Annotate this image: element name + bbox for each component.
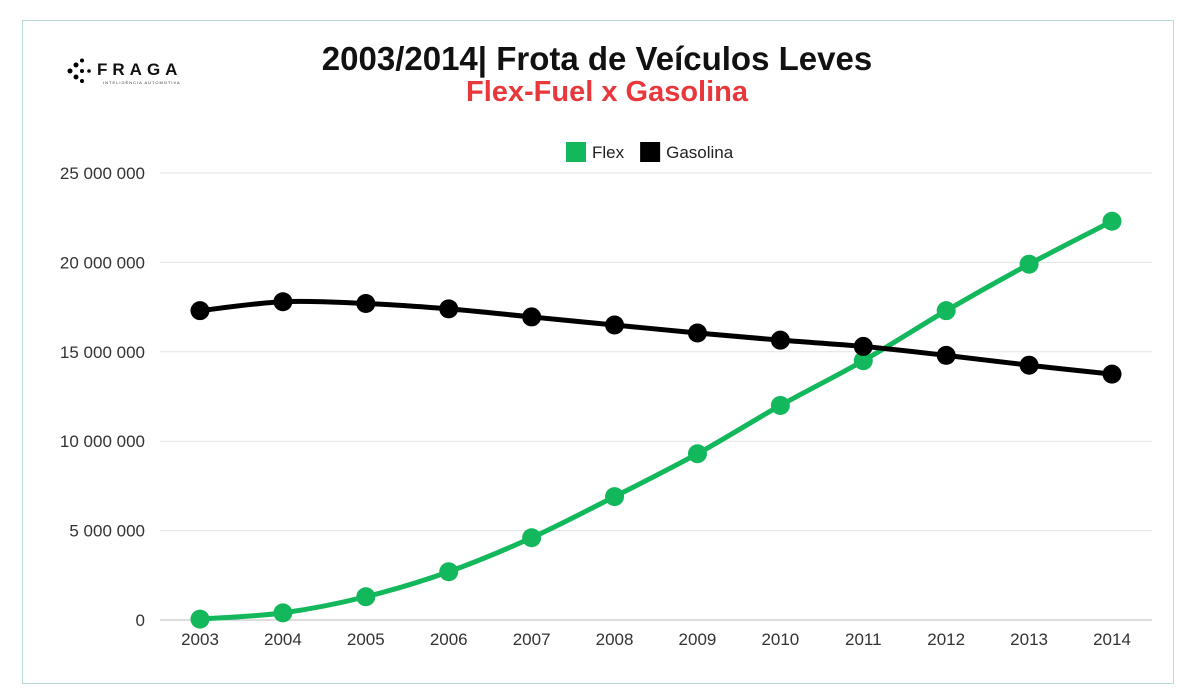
brand-name: FRAGA <box>97 60 183 79</box>
data-point-gasolina <box>273 292 293 312</box>
data-point-flex <box>770 395 790 415</box>
data-point-gasolina <box>439 299 459 319</box>
legend-swatch-flex <box>566 142 586 162</box>
data-point-gasolina <box>522 307 542 327</box>
chart-title: 2003/2014| Frota de Veículos Leves <box>321 40 873 77</box>
data-point-flex <box>522 528 542 548</box>
x-tick-label: 2008 <box>596 630 634 649</box>
y-tick-label: 5 000 000 <box>69 522 145 541</box>
y-tick-label: 25 000 000 <box>60 164 145 183</box>
x-tick-label: 2009 <box>679 630 717 649</box>
y-tick-label: 0 <box>136 611 145 630</box>
data-point-gasolina <box>687 323 707 343</box>
y-tick-label: 10 000 000 <box>60 432 145 451</box>
data-point-gasolina <box>936 345 956 365</box>
x-tick-label: 2011 <box>845 630 882 649</box>
chart-subtitle: Flex-Fuel x Gasolina <box>465 76 749 108</box>
x-tick-label: 2005 <box>347 630 385 649</box>
data-point-gasolina <box>853 336 873 356</box>
series-line-flex <box>199 219 1114 622</box>
data-point-gasolina <box>605 315 625 335</box>
x-tick-label: 2003 <box>181 630 219 649</box>
legend-label-gasolina: Gasolina <box>666 143 734 162</box>
legend-swatch-gasolina <box>640 142 661 162</box>
data-point-gasolina <box>190 301 210 321</box>
data-point-flex <box>439 562 459 582</box>
x-tick-label: 2006 <box>430 630 468 649</box>
data-point-flex <box>605 487 625 507</box>
data-point-gasolina <box>1102 364 1122 384</box>
x-tick-label: 2014 <box>1093 630 1131 649</box>
data-point-flex <box>936 301 956 321</box>
x-tick-label: 2007 <box>513 630 551 649</box>
data-point-gasolina <box>1019 355 1039 375</box>
brand-tagline: INTELIGÊNCIA AUTOMOTIVA <box>103 80 181 85</box>
data-point-flex <box>853 351 873 371</box>
x-tick-label: 2012 <box>927 630 965 649</box>
data-point-flex <box>356 587 376 607</box>
x-tick-label: 2013 <box>1010 630 1048 649</box>
data-point-gasolina <box>356 294 376 314</box>
data-point-flex <box>687 444 707 464</box>
data-point-flex <box>1102 211 1122 231</box>
legend-label-flex: Flex <box>592 143 625 162</box>
y-tick-label: 15 000 000 <box>60 343 145 362</box>
data-point-gasolina <box>770 330 790 350</box>
x-tick-label: 2010 <box>761 630 799 649</box>
y-tick-label: 20 000 000 <box>60 253 145 272</box>
data-point-flex <box>273 603 293 623</box>
series-line-gasolina <box>199 298 1113 377</box>
data-point-flex <box>190 609 210 629</box>
logo-icon <box>67 58 91 83</box>
chart-frame <box>22 20 1174 684</box>
x-tick-label: 2004 <box>264 630 302 649</box>
data-point-flex <box>1019 254 1039 274</box>
